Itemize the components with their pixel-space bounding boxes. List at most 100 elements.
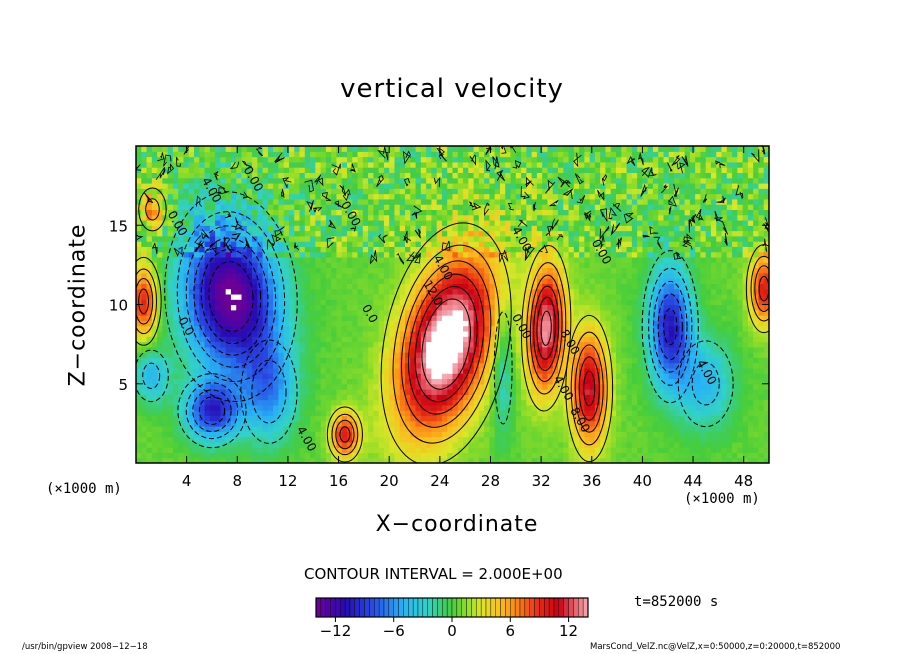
- field-cell: [415, 262, 422, 269]
- field-cell: [252, 378, 258, 385]
- field-cell: [573, 394, 580, 401]
- field-cell: [436, 404, 443, 411]
- field-cell: [415, 293, 422, 300]
- field-cell: [273, 383, 280, 390]
- field-cell: [547, 293, 554, 300]
- field-cell: [515, 193, 522, 200]
- field-cell: [352, 214, 359, 221]
- field-cell: [199, 431, 206, 438]
- field-cell: [368, 452, 374, 459]
- field-cell: [494, 146, 501, 152]
- field-cell: [162, 357, 169, 364]
- field-cell: [252, 288, 258, 295]
- field-cell: [315, 235, 322, 242]
- field-cell: [252, 272, 258, 279]
- field-cell: [499, 315, 506, 321]
- field-cell: [531, 389, 538, 395]
- field-cell: [204, 293, 211, 300]
- field-cell: [399, 267, 406, 274]
- field-cell: [536, 352, 543, 358]
- field-cell: [141, 304, 148, 311]
- field-cell: [505, 441, 512, 448]
- field-cell: [499, 230, 506, 237]
- field-cell: [310, 415, 316, 422]
- field-cell: [431, 214, 438, 221]
- field-cell: [257, 267, 264, 274]
- field-cell: [447, 288, 454, 295]
- field-cell: [347, 341, 353, 348]
- field-cell: [352, 367, 359, 374]
- field-cell: [468, 219, 475, 226]
- field-cell: [230, 188, 237, 195]
- field-cell: [378, 299, 385, 306]
- field-cell: [225, 299, 232, 306]
- field-cell: [172, 262, 179, 269]
- field-cell: [341, 198, 348, 205]
- field-cell: [489, 267, 496, 274]
- field-cell: [246, 251, 253, 258]
- field-cell: [431, 156, 438, 163]
- field-cell: [278, 378, 285, 385]
- field-cell: [204, 362, 211, 369]
- field-cell: [536, 272, 543, 279]
- field-cell: [215, 394, 222, 401]
- field-cell: [299, 362, 306, 369]
- field-cell: [151, 267, 158, 274]
- field-cell: [383, 452, 390, 459]
- field-cell: [521, 436, 527, 443]
- field-cell: [420, 256, 427, 263]
- field-cell: [436, 357, 443, 364]
- field-cell: [436, 156, 443, 163]
- field-cell: [463, 315, 469, 321]
- field-cell: [389, 383, 396, 390]
- field-cell: [510, 420, 517, 427]
- field-cell: [294, 315, 301, 321]
- field-cell: [136, 246, 142, 253]
- field-cell: [452, 146, 459, 152]
- field-cell: [368, 457, 374, 463]
- field-cell: [352, 241, 359, 247]
- field-cell: [167, 336, 174, 343]
- field-cell: [325, 389, 332, 395]
- field-cell: [473, 235, 480, 242]
- field-cell: [368, 420, 374, 427]
- field-cell: [389, 415, 396, 422]
- field-cell: [241, 357, 248, 364]
- field-cell: [447, 352, 454, 358]
- field-cell: [141, 219, 148, 226]
- field-cell: [194, 399, 200, 406]
- field-cell: [188, 330, 195, 337]
- field-cell: [204, 452, 211, 459]
- field-cell: [362, 431, 369, 438]
- field-cell: [341, 362, 348, 369]
- field-cell: [299, 146, 306, 152]
- field-cell: [510, 219, 517, 226]
- field-cell: [399, 278, 406, 284]
- field-cell: [278, 367, 285, 374]
- field-cell: [252, 320, 258, 327]
- field-cell: [336, 188, 343, 195]
- field-cell: [341, 325, 348, 332]
- field-cell: [405, 362, 411, 369]
- field-cell: [531, 357, 538, 364]
- field-cell: [352, 325, 359, 332]
- field-cell: [336, 299, 343, 306]
- field-cell: [536, 182, 543, 189]
- field-cell: [304, 235, 311, 242]
- field-cell: [452, 304, 459, 311]
- field-cell: [489, 225, 496, 232]
- field-cell: [515, 267, 522, 274]
- field-cell: [531, 188, 538, 195]
- field-cell: [220, 452, 227, 459]
- field-cell: [505, 299, 512, 306]
- field-cell: [415, 283, 422, 290]
- field-cell: [178, 241, 185, 247]
- field-cell: [236, 436, 243, 443]
- field-cell: [204, 457, 211, 463]
- field-cell: [510, 267, 517, 274]
- field-cell: [157, 320, 163, 327]
- field-cell: [310, 209, 316, 216]
- field-cell: [215, 272, 222, 279]
- field-cell: [494, 204, 501, 210]
- field-cell: [304, 420, 311, 427]
